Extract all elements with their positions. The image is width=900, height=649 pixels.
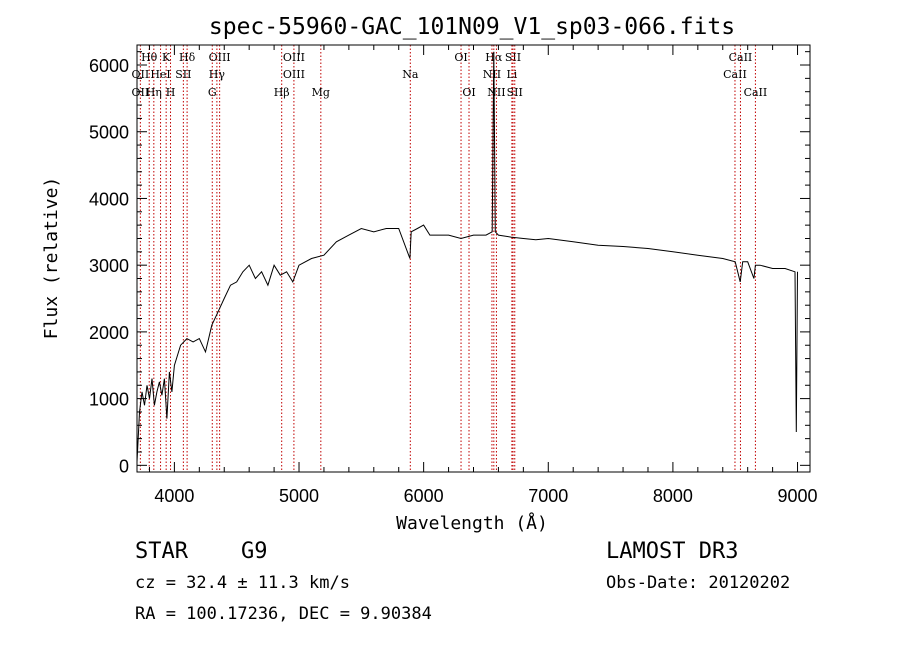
object-subclass: G9 xyxy=(241,539,268,564)
marker-label: CaII xyxy=(729,51,753,64)
y-tick-label: 5000 xyxy=(89,123,129,143)
marker-label: Mg xyxy=(312,86,330,99)
marker-label: CaII xyxy=(723,68,747,81)
x-tick-label: 9000 xyxy=(778,486,818,506)
x-tick-label: 6000 xyxy=(404,486,444,506)
marker-label: Li xyxy=(506,68,517,81)
marker-label: SII xyxy=(505,51,521,64)
marker-label: CaII xyxy=(744,86,768,99)
marker-label: Na xyxy=(402,68,419,81)
marker-label: OIII xyxy=(283,68,305,81)
marker-label: Hβ xyxy=(274,86,290,99)
marker-label: SII xyxy=(507,86,523,99)
marker-label: SII xyxy=(175,68,191,81)
spectrum-series xyxy=(136,51,798,463)
y-tick-label: 0 xyxy=(119,456,129,476)
redshift-cz: cz = 32.4 ± 11.3 km/s xyxy=(135,573,350,593)
marker-label: Hη xyxy=(146,86,162,99)
x-tick-label: 7000 xyxy=(528,486,568,506)
object-type: STAR xyxy=(135,539,188,564)
axis-ticks: 4000 5000 6000 7000 8000 9000 0 1000 2000 3000 400… xyxy=(89,45,818,506)
x-tick-label: 5000 xyxy=(279,486,319,506)
y-tick-label: 2000 xyxy=(89,323,129,343)
marker-label: K xyxy=(162,51,171,64)
marker-label: Hδ xyxy=(179,51,196,64)
marker-label: OI xyxy=(454,51,467,64)
marker-label: OIII xyxy=(209,51,231,64)
y-axis-label: Flux (relative) xyxy=(41,177,62,340)
marker-label: OIII xyxy=(283,51,305,64)
marker-label: OII xyxy=(132,68,150,81)
observation-date: Obs-Date: 20120202 xyxy=(606,573,791,593)
y-tick-label: 1000 xyxy=(89,390,129,410)
spectrum-line xyxy=(136,51,798,463)
y-tick-label: 6000 xyxy=(89,56,129,76)
marker-label: H xyxy=(166,86,176,99)
marker-label: Hθ xyxy=(141,51,158,64)
marker-label: NII xyxy=(483,68,501,81)
marker-label: HeI xyxy=(150,68,170,81)
y-tick-label: 4000 xyxy=(89,189,129,209)
x-tick-label: 8000 xyxy=(653,486,693,506)
marker-label: G xyxy=(208,86,217,99)
x-tick-label: 4000 xyxy=(154,486,194,506)
line-markers: Hθ OII OII K HeI Hη Hδ SII H OIII Hγ G OIII OIII Hβ Mg N… xyxy=(132,45,768,472)
marker-label: NII xyxy=(487,86,505,99)
marker-label: Hγ xyxy=(209,68,226,81)
ra-dec: RA = 100.17236, DEC = 9.90384 xyxy=(135,604,432,624)
marker-label: OI xyxy=(462,86,475,99)
survey-name: LAMOST DR3 xyxy=(606,539,739,564)
y-tick-label: 3000 xyxy=(89,256,129,276)
marker-label: OII xyxy=(132,86,150,99)
plot-frame xyxy=(136,44,811,473)
chart-title: spec-55960-GAC_101N09_V1_sp03-066.fits xyxy=(209,14,735,40)
x-axis-label: Wavelength (Å) xyxy=(396,512,548,534)
